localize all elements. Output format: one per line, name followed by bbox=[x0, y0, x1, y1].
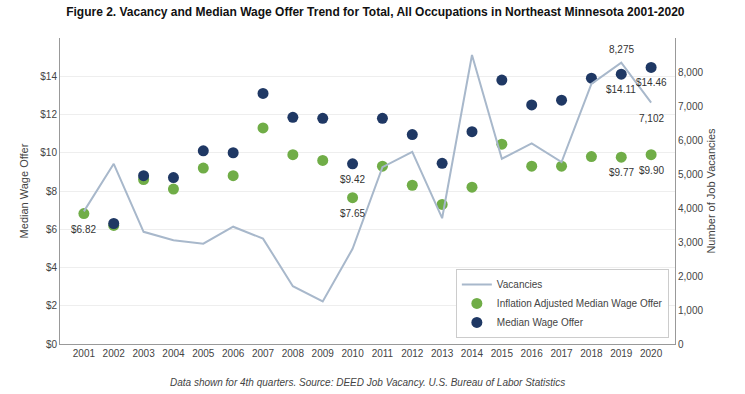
svg-text:Number of Job Vacancies: Number of Job Vacancies bbox=[705, 128, 717, 254]
svg-text:$9.77: $9.77 bbox=[609, 167, 634, 178]
svg-text:6,000: 6,000 bbox=[678, 135, 703, 146]
svg-text:2018: 2018 bbox=[580, 348, 603, 359]
svg-text:Median Wage Offer: Median Wage Offer bbox=[497, 317, 584, 328]
svg-text:2014: 2014 bbox=[461, 348, 484, 359]
svg-text:2015: 2015 bbox=[491, 348, 514, 359]
svg-text:$10: $10 bbox=[40, 147, 57, 158]
svg-text:$2: $2 bbox=[46, 300, 58, 311]
svg-text:$7.65: $7.65 bbox=[340, 208, 365, 219]
svg-text:7,102: 7,102 bbox=[639, 113, 664, 124]
svg-text:Median Wage Offer: Median Wage Offer bbox=[18, 143, 30, 238]
svg-text:0: 0 bbox=[678, 339, 684, 350]
svg-text:8,000: 8,000 bbox=[678, 67, 703, 78]
svg-text:2019: 2019 bbox=[610, 348, 633, 359]
svg-text:2020: 2020 bbox=[640, 348, 663, 359]
svg-text:$9.90: $9.90 bbox=[639, 165, 664, 176]
svg-text:2017: 2017 bbox=[550, 348, 573, 359]
svg-text:$4: $4 bbox=[46, 262, 58, 273]
svg-text:$0: $0 bbox=[46, 339, 58, 350]
svg-text:8,275: 8,275 bbox=[609, 44, 634, 55]
svg-text:2008: 2008 bbox=[282, 348, 305, 359]
svg-text:2010: 2010 bbox=[341, 348, 364, 359]
svg-text:$14.46: $14.46 bbox=[636, 77, 667, 88]
svg-text:2013: 2013 bbox=[431, 348, 454, 359]
svg-text:$6: $6 bbox=[46, 224, 58, 235]
svg-text:2016: 2016 bbox=[521, 348, 544, 359]
svg-text:$12: $12 bbox=[40, 109, 57, 120]
svg-text:2004: 2004 bbox=[162, 348, 185, 359]
svg-text:4,000: 4,000 bbox=[678, 203, 703, 214]
svg-text:5,000: 5,000 bbox=[678, 169, 703, 180]
svg-text:$14.11: $14.11 bbox=[606, 84, 636, 95]
svg-text:$6.82: $6.82 bbox=[71, 224, 96, 235]
svg-text:2009: 2009 bbox=[312, 348, 335, 359]
svg-text:7,000: 7,000 bbox=[678, 101, 703, 112]
svg-text:2012: 2012 bbox=[401, 348, 424, 359]
svg-text:$8: $8 bbox=[46, 186, 58, 197]
svg-text:2,000: 2,000 bbox=[678, 271, 703, 282]
svg-text:2006: 2006 bbox=[222, 348, 245, 359]
svg-text:1,000: 1,000 bbox=[678, 305, 703, 316]
svg-text:2003: 2003 bbox=[132, 348, 155, 359]
svg-text:2007: 2007 bbox=[252, 348, 275, 359]
svg-text:2005: 2005 bbox=[192, 348, 215, 359]
svg-text:3,000: 3,000 bbox=[678, 237, 703, 248]
svg-text:Inflation Adjusted Median Wage: Inflation Adjusted Median Wage Offer bbox=[497, 298, 663, 309]
svg-text:2002: 2002 bbox=[103, 348, 126, 359]
svg-text:$9.42: $9.42 bbox=[340, 174, 365, 185]
svg-text:2001: 2001 bbox=[73, 348, 96, 359]
svg-text:Figure 2. Vacancy and Median W: Figure 2. Vacancy and Median Wage Offer … bbox=[66, 5, 685, 19]
svg-text:$14: $14 bbox=[40, 71, 57, 82]
svg-text:2011: 2011 bbox=[372, 348, 394, 359]
svg-text:Data shown for 4th quarters. S: Data shown for 4th quarters. Source: DEE… bbox=[170, 377, 565, 388]
svg-text:Vacancies: Vacancies bbox=[497, 279, 542, 290]
